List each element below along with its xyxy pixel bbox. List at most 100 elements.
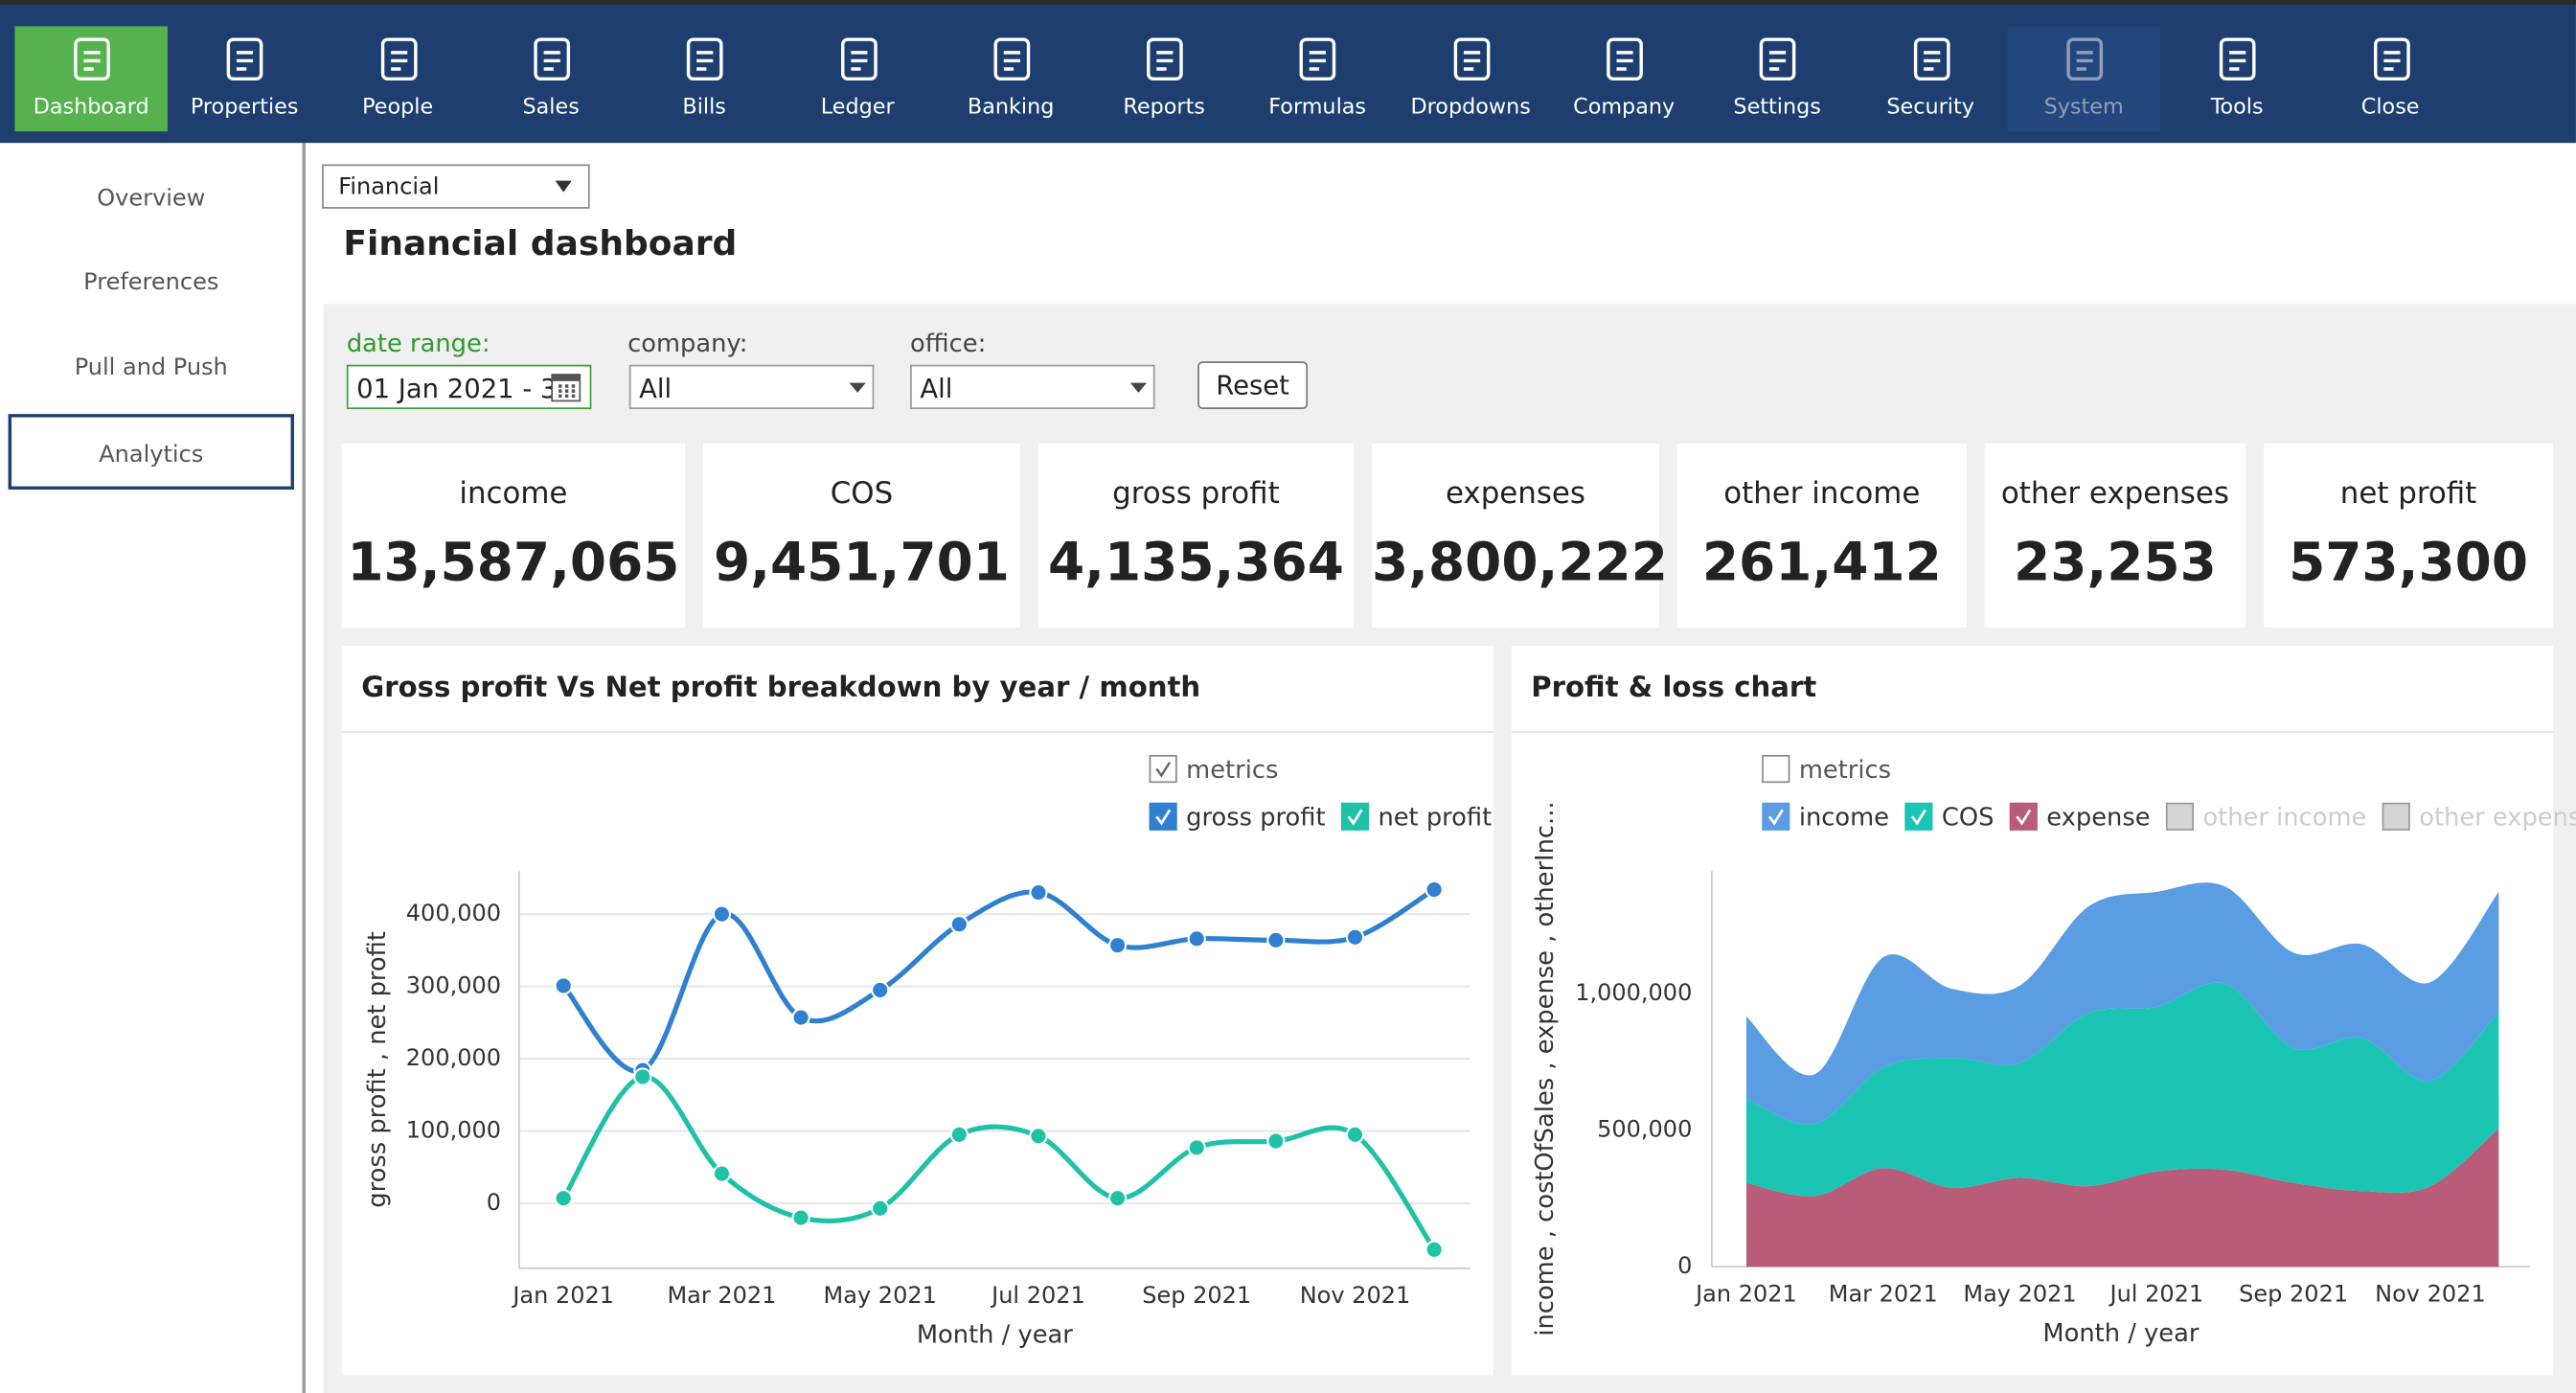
nav-icon — [993, 37, 1030, 81]
nav-item[interactable]: Reports — [1087, 26, 1240, 131]
nav-item[interactable]: Close — [2314, 26, 2466, 131]
sidebar-item[interactable]: Analytics — [8, 413, 294, 490]
nav-icon — [2373, 37, 2409, 81]
nav-item[interactable]: Dashboard — [14, 26, 168, 132]
metrics-checkbox — [1762, 754, 1790, 784]
legend-label: gross profit — [1186, 804, 1325, 833]
kpi-value: 23,253 — [2014, 530, 2217, 594]
nav-icon — [1147, 37, 1183, 81]
office-select[interactable]: All — [910, 364, 1155, 410]
y-tick-label: 400,000 — [406, 900, 501, 926]
y-tick-label: 0 — [1677, 1252, 1692, 1279]
nav-icon — [74, 37, 110, 81]
date-range-input[interactable]: 01 Jan 2021 - 31 — [346, 364, 592, 410]
data-point — [1425, 1240, 1444, 1259]
filter-label: office: — [910, 328, 987, 358]
data-point — [791, 1008, 810, 1027]
data-point — [1107, 1189, 1128, 1208]
y-tick-label: 0 — [487, 1189, 501, 1216]
nav-item[interactable]: Ledger — [781, 26, 933, 131]
filter-label: company: — [627, 328, 748, 358]
nav-item[interactable]: Formulas — [1241, 26, 1393, 131]
stacked-area — [1745, 1128, 2499, 1267]
nav-label: Dropdowns — [1410, 95, 1531, 121]
nav-item[interactable]: System — [2007, 26, 2160, 132]
legend-checkbox — [1904, 802, 1933, 831]
legend-label: other income — [2202, 804, 2366, 833]
nav-item[interactable]: Settings — [1700, 26, 1853, 131]
legend-label: expense — [2046, 804, 2150, 833]
calendar-icon[interactable] — [550, 372, 582, 403]
data-point — [1029, 1127, 1048, 1146]
legend-label: net profit — [1378, 804, 1492, 833]
checkmark — [1347, 809, 1363, 826]
nav-label: Security — [1886, 95, 1974, 121]
sidebar-item[interactable]: Overview — [97, 185, 206, 213]
legend-checkbox — [2009, 802, 2038, 831]
x-tick-label: Jul 2021 — [990, 1282, 1085, 1309]
x-tick-label: May 2021 — [1963, 1280, 2076, 1307]
x-tick-label: Jan 2021 — [1694, 1280, 1797, 1307]
nav-item[interactable]: Banking — [934, 26, 1086, 131]
data-point — [554, 1189, 573, 1208]
nav-item[interactable]: Dropdowns — [1394, 26, 1546, 131]
kpi-value: 3,800,222 — [1371, 530, 1668, 594]
kpi-card: other expenses 23,253 — [1984, 444, 2246, 628]
y-tick-label: 200,000 — [406, 1044, 501, 1071]
data-point — [791, 1208, 810, 1227]
x-tick-label: Mar 2021 — [667, 1282, 776, 1309]
nav-icon — [1300, 37, 1336, 81]
kpi-card: other income 261,412 — [1676, 444, 1967, 628]
checkmark — [1910, 809, 1926, 826]
data-point — [949, 1125, 969, 1144]
x-tick-label: Nov 2021 — [2375, 1280, 2486, 1307]
y-axis-title: income , costOfSales , expense , otherIn… — [1531, 801, 1560, 1336]
nav-item[interactable]: Tools — [2160, 26, 2313, 131]
nav-item[interactable]: People — [321, 26, 473, 131]
nav-label: Formulas — [1268, 95, 1367, 121]
x-tick-label: May 2021 — [824, 1282, 937, 1309]
nav-item[interactable]: Bills — [627, 26, 780, 131]
data-point — [633, 1067, 652, 1086]
nav-icon — [227, 37, 263, 81]
company-select[interactable]: All — [628, 364, 875, 410]
sidebar-item[interactable]: Preferences — [83, 269, 219, 297]
nav-icon — [840, 37, 877, 81]
nav-label: Settings — [1733, 95, 1821, 121]
nav-item[interactable]: Sales — [474, 26, 627, 131]
dropdown-arrow — [849, 382, 866, 393]
x-tick-label: Jul 2021 — [2109, 1280, 2204, 1307]
nav-icon — [687, 37, 723, 81]
nav-item[interactable]: Properties — [168, 26, 320, 131]
top-nav-bar: Dashboard Properties People Sales Bills Ledge… — [0, 0, 2576, 144]
dropdown-arrow — [555, 180, 572, 193]
reset-button[interactable]: Reset — [1197, 361, 1309, 410]
checkmark — [1155, 762, 1172, 778]
nav-label: Tools — [2210, 95, 2264, 121]
legend-label: income — [1799, 804, 1889, 833]
y-tick-label: 1,000,000 — [1575, 979, 1692, 1006]
nav-label: Close — [2360, 95, 2420, 121]
page-title: Financial dashboard — [343, 223, 738, 263]
x-tick-label: Mar 2021 — [1829, 1280, 1938, 1307]
kpi-label: income — [459, 476, 568, 512]
nav-icon — [1760, 37, 1796, 81]
series-line — [561, 1074, 1437, 1251]
legend-label: other expense — [2419, 804, 2576, 833]
chart-panel: Gross profit Vs Net profit breakdown by … — [341, 645, 1493, 1376]
nav-label: System — [2043, 95, 2124, 121]
checkmark — [2016, 809, 2032, 826]
data-point — [1266, 1131, 1286, 1151]
nav-item[interactable]: Security — [1854, 26, 2006, 131]
x-tick-label: Nov 2021 — [1300, 1282, 1411, 1309]
nav-icon — [1607, 37, 1643, 81]
data-point — [712, 904, 732, 924]
view-select[interactable]: Financial — [322, 164, 590, 209]
nav-item[interactable]: Company — [1547, 26, 1699, 131]
sidebar-item[interactable]: Pull and Push — [74, 354, 228, 381]
x-axis-title: Month / year — [2042, 1319, 2199, 1348]
x-axis-title: Month / year — [917, 1321, 1073, 1350]
x-tick-label: Jan 2021 — [511, 1282, 614, 1309]
